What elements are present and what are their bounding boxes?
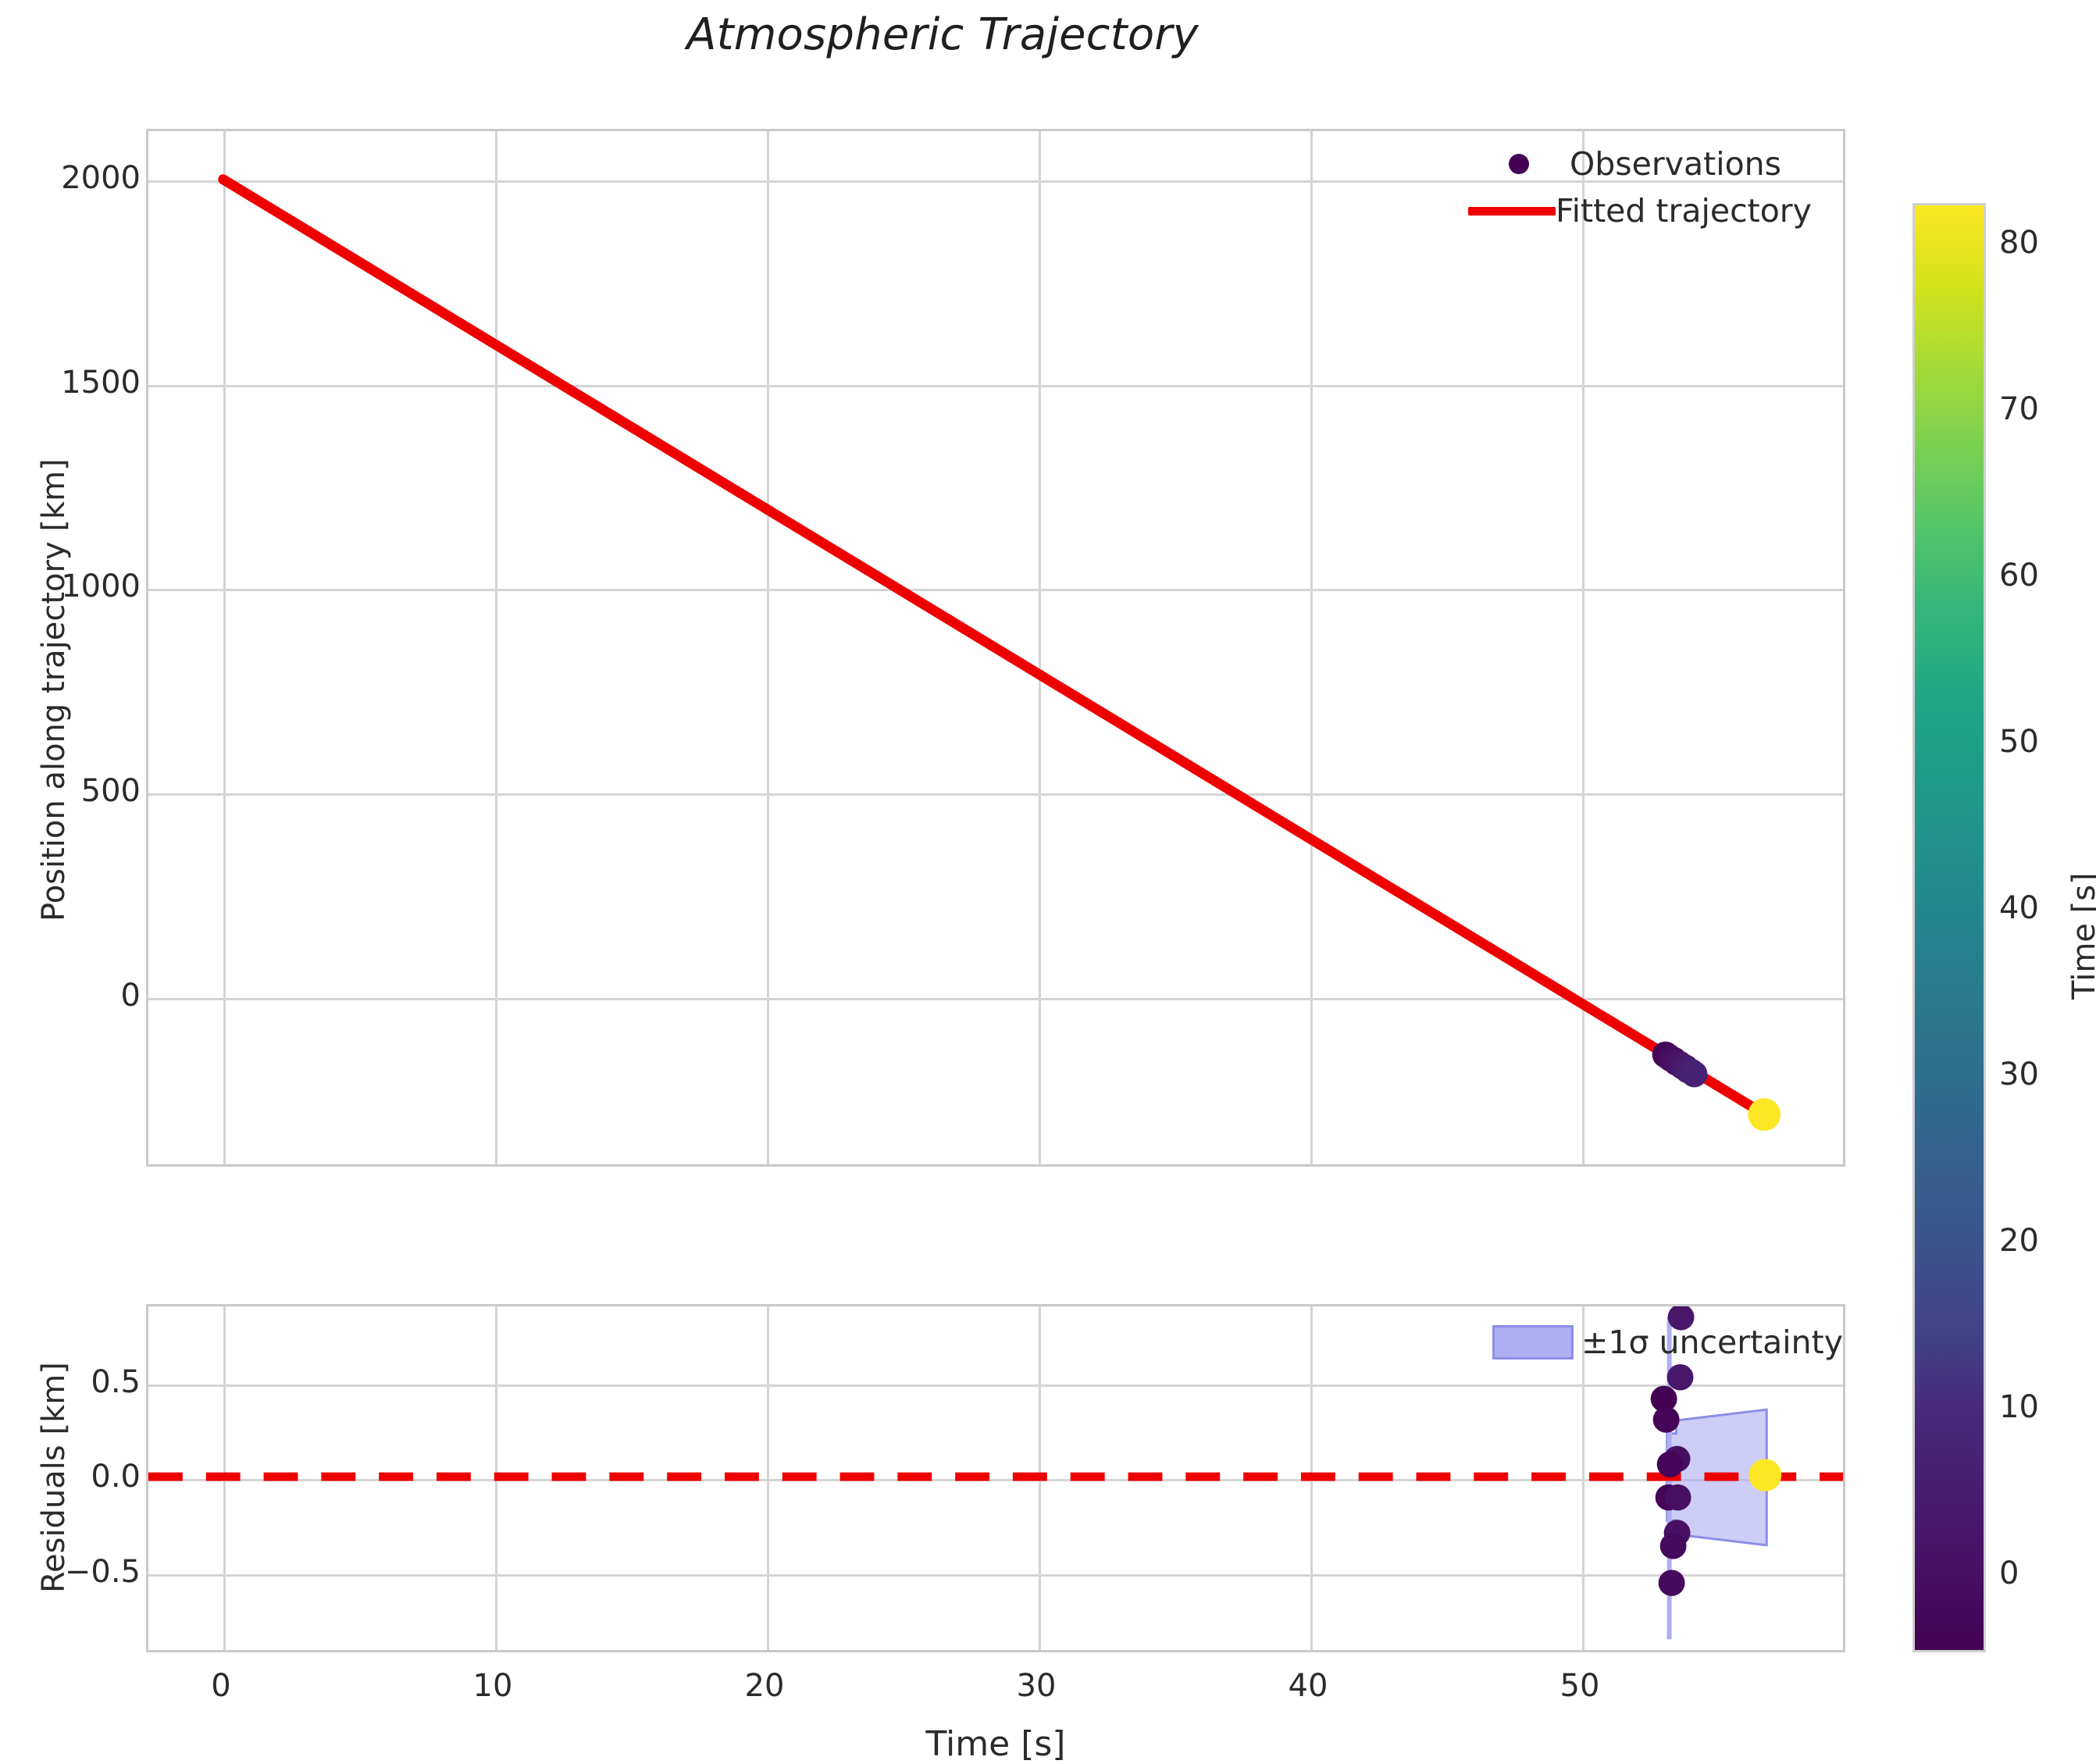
xtick-10: 10 [472, 1668, 513, 1704]
cbtick-70: 70 [1999, 391, 2039, 427]
xtick-40: 40 [1288, 1668, 1328, 1704]
gridline-x-10 [495, 131, 497, 1164]
xtick-30: 30 [1016, 1668, 1057, 1704]
colorbar-label: Time [s] [2066, 872, 2096, 1000]
gridline-x-20 [767, 131, 769, 1164]
fitted-line-icon [1468, 206, 1556, 216]
legend-entry-fitted-trajectory: Fitted trajectory [1468, 187, 1812, 234]
xtick-0: 0 [211, 1668, 231, 1704]
xtick-50: 50 [1560, 1668, 1600, 1704]
ytick-1500: 1500 [61, 365, 141, 401]
gridline-y-0 [148, 998, 1843, 1000]
resid-ytick-p05: 0.5 [91, 1364, 141, 1400]
gridline-y-2000 [148, 180, 1843, 183]
legend-label-fitted-trajectory: Fitted trajectory [1556, 192, 1812, 230]
legend-label-uncertainty: ±1σ uncertainty [1581, 1324, 1843, 1361]
resid-gridline-y-0 [148, 1479, 1843, 1481]
cbtick-60: 60 [1999, 558, 2039, 593]
uncertainty-patch-icon [1484, 1325, 1581, 1360]
observations-marker-icon [1468, 154, 1570, 174]
main-legend: Observations Fitted trajectory [1468, 141, 1812, 234]
resid-gridline-x-50 [1582, 1306, 1584, 1650]
legend-label-observations: Observations [1570, 145, 1782, 183]
cbtick-30: 30 [1999, 1057, 2039, 1092]
gridline-x-30 [1039, 131, 1041, 1164]
ytick-0: 0 [120, 978, 141, 1014]
colorbar-gradient [1915, 205, 1984, 1650]
resid-gridline-y-p05 [148, 1384, 1843, 1387]
gridline-y-1500 [148, 385, 1843, 387]
cbtick-50: 50 [1999, 724, 2039, 760]
residual-data-layer [148, 1306, 1843, 1640]
cbtick-10: 10 [1999, 1389, 2039, 1425]
resid-gridline-y-m05 [148, 1574, 1843, 1577]
fitted-trajectory-line [218, 174, 1769, 1119]
latest-observation-marker [1748, 1098, 1781, 1131]
colorbar [1912, 203, 1986, 1652]
residual-y-tick-labels: 0.5 0.0 −0.5 [16, 1304, 141, 1652]
gridline-x-50 [1582, 131, 1584, 1164]
xtick-20: 20 [744, 1668, 785, 1704]
cbtick-40: 40 [1999, 890, 2039, 926]
observation-markers [1652, 1041, 1708, 1088]
figure-title: Atmospheric Trajectory [686, 9, 1199, 60]
main-data-layer [218, 174, 1781, 1131]
gridline-y-500 [148, 793, 1843, 796]
main-plot-axes [146, 129, 1845, 1167]
cbtick-80: 80 [1999, 225, 2039, 261]
main-y-tick-labels: 2000 1500 1000 500 0 [16, 129, 141, 1167]
legend-entry-uncertainty: ±1σ uncertainty [1484, 1320, 1843, 1365]
residual-y-axis-label: Residuals [km] [36, 1362, 72, 1593]
residual-markers [1650, 1306, 1695, 1596]
cbtick-0: 0 [1999, 1556, 2019, 1591]
resid-ytick-0: 0.0 [91, 1459, 141, 1495]
gridline-x-0 [223, 131, 226, 1164]
latest-residual-marker [1748, 1459, 1782, 1491]
gridline-x-40 [1310, 131, 1313, 1164]
resid-gridline-x-20 [767, 1306, 769, 1650]
ytick-500: 500 [80, 773, 141, 809]
main-y-axis-label: Position along trajectory [km] [36, 458, 72, 921]
resid-ytick-m05: −0.5 [64, 1554, 141, 1590]
x-axis-tick-labels: 0 10 20 30 40 50 [0, 1668, 2096, 1715]
residual-plot-axes [146, 1304, 1845, 1652]
gridline-y-1000 [148, 589, 1843, 591]
x-axis-label: Time [s] [925, 1724, 1066, 1764]
cbtick-20: 20 [1999, 1223, 2039, 1259]
ytick-2000: 2000 [61, 160, 141, 196]
ytick-1000: 1000 [61, 568, 141, 604]
residual-legend: ±1σ uncertainty [1484, 1320, 1843, 1365]
legend-entry-observations: Observations [1468, 141, 1796, 187]
